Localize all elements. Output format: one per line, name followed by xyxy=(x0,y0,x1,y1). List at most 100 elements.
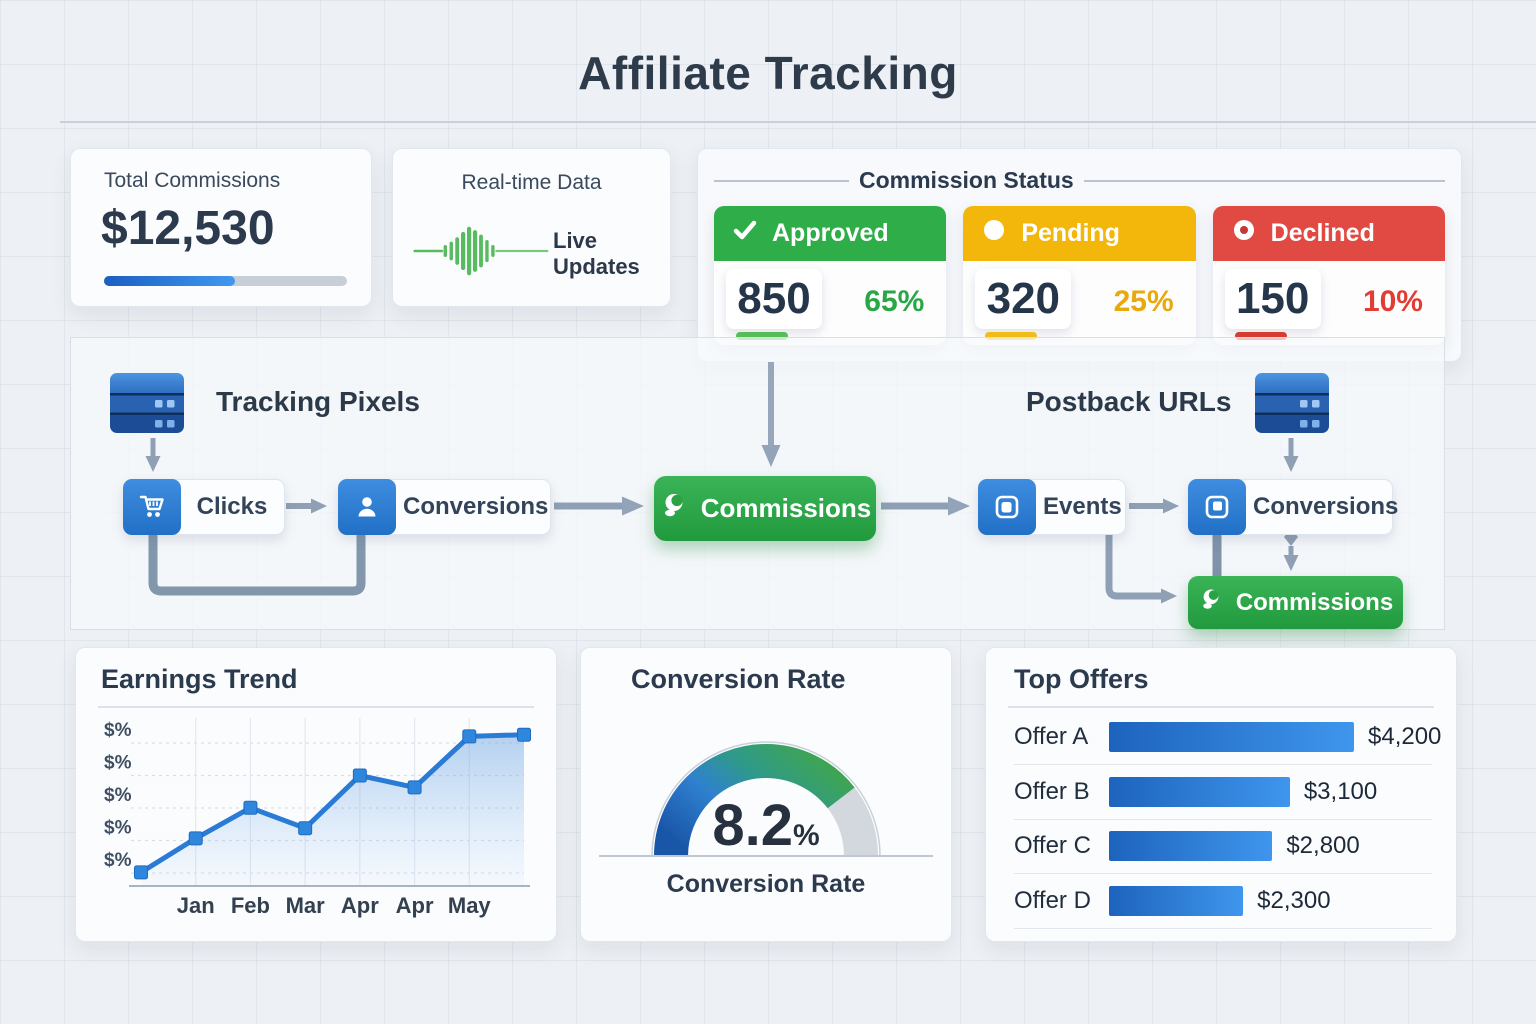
approved-count: 850 xyxy=(726,269,822,329)
conversions-label-right: Conversions xyxy=(1253,493,1399,520)
offer-value: $2,300 xyxy=(1257,887,1331,915)
offer-value: $3,100 xyxy=(1303,777,1378,805)
pending-card: Pending 320 25% xyxy=(963,206,1196,345)
image-icon xyxy=(1188,479,1246,535)
commission-status-title: Commission Status xyxy=(859,167,1074,193)
declined-count: 150 xyxy=(1224,269,1321,329)
divider xyxy=(1008,706,1434,708)
offer-label: Offer A xyxy=(1014,722,1089,750)
pending-underline xyxy=(985,332,1038,340)
conversions-node-left[interactable]: Conversions xyxy=(338,479,551,535)
progress-fill xyxy=(104,276,236,286)
conversion-gauge xyxy=(651,741,881,857)
gauge-baseline xyxy=(599,855,933,857)
data-point-marker xyxy=(134,865,148,880)
data-point-marker xyxy=(352,768,367,783)
conversions-node-right[interactable]: Conversions xyxy=(1188,479,1398,535)
pending-count: 320 xyxy=(975,269,1072,329)
cart-icon xyxy=(123,479,181,535)
user-icon xyxy=(338,479,396,535)
y-tick-label: $% xyxy=(104,720,132,741)
data-point-marker xyxy=(188,831,203,846)
clicks-node[interactable]: Clicks xyxy=(123,479,285,535)
x-tick-label: May xyxy=(448,893,492,918)
coins-icon xyxy=(659,490,689,527)
divider xyxy=(714,179,849,182)
live-updates-label: Live Updates xyxy=(553,227,640,279)
offer-value: $2,800 xyxy=(1286,832,1360,860)
x-tick-label: Jan xyxy=(177,893,215,918)
gauge-value-number: 8.2 xyxy=(712,793,793,858)
data-point-marker xyxy=(407,780,422,795)
tracking-flow-panel: Tracking Pixels Postback URLs Clicks Con… xyxy=(70,337,1445,630)
header-divider xyxy=(60,121,1536,123)
server-stack-icon xyxy=(1253,371,1331,440)
x-tick-label: Apr xyxy=(341,893,379,918)
y-tick-label: $% xyxy=(104,753,132,774)
postback-urls-title: Postback URLs xyxy=(1026,386,1232,417)
offer-label: Offer C xyxy=(1014,832,1091,860)
approved-underline xyxy=(736,332,788,340)
top-offers-card: Top Offers Offer A $4,200 Offer B $3,100 Off… xyxy=(985,647,1457,942)
x-tick-label: Apr xyxy=(396,893,434,918)
dot-circle-icon xyxy=(1231,217,1257,250)
realtime-card: Real-time Data Live Updates xyxy=(392,148,671,307)
declined-underline xyxy=(1234,332,1287,340)
gauge-caption: Conversion Rate xyxy=(666,870,866,898)
data-point-marker xyxy=(462,729,477,744)
earnings-line-chart: $% $% $% $% $% Jan Feb Mar Apr Apr May xyxy=(104,718,531,918)
y-tick-label: $% xyxy=(104,785,132,806)
tracking-pixels-title: Tracking Pixels xyxy=(216,386,420,417)
declined-percent: 10% xyxy=(1362,285,1423,318)
declined-label: Declined xyxy=(1270,219,1375,247)
card-icon xyxy=(978,479,1036,535)
offer-row: Offer A $4,200 xyxy=(1014,710,1441,765)
data-point-marker xyxy=(298,821,313,836)
earnings-trend-title: Earnings Trend xyxy=(101,664,298,694)
offer-row: Offer D $2,300 xyxy=(1014,874,1432,929)
conversions-label-left: Conversions xyxy=(403,493,549,520)
x-tick-label: Mar xyxy=(286,893,326,918)
pending-percent: 25% xyxy=(1113,285,1174,318)
approved-label: Approved xyxy=(772,219,889,247)
conversion-rate-card: Conversion Rate 8.2% Conversion Rate xyxy=(580,647,952,942)
y-tick-label: $% xyxy=(104,850,132,871)
y-tick-label: $% xyxy=(104,818,132,839)
gauge-value-unit: % xyxy=(792,819,820,852)
conversion-rate-title: Conversion Rate xyxy=(631,664,846,694)
commissions-node-center[interactable]: Commissions xyxy=(654,476,876,541)
declined-card: Declined 150 10% xyxy=(1212,206,1445,345)
divider xyxy=(98,706,534,708)
offer-label: Offer B xyxy=(1014,777,1090,805)
commissions-label-right: Commissions xyxy=(1235,588,1394,616)
gauge-value: 8.2% xyxy=(581,792,951,859)
realtime-label: Real-time Data xyxy=(461,171,602,194)
commissions-label-center: Commissions xyxy=(700,493,872,523)
earnings-trend-card: Earnings Trend $% $% $% $% $% Jan Feb Mar Apr Apr… xyxy=(75,647,557,942)
offer-label: Offer D xyxy=(1014,887,1091,915)
circle-icon xyxy=(981,217,1007,250)
approved-card: Approved 850 65% xyxy=(714,206,947,345)
server-stack-icon xyxy=(108,371,186,440)
events-label: Events xyxy=(1043,493,1122,520)
top-offers-title: Top Offers xyxy=(1014,664,1149,694)
x-tick-label: Feb xyxy=(231,893,270,918)
offer-bar xyxy=(1109,886,1244,917)
offer-bar xyxy=(1109,776,1290,807)
total-commissions-value: $12,530 xyxy=(101,202,275,255)
coins-icon xyxy=(1198,586,1224,619)
check-icon xyxy=(732,217,758,250)
total-commissions-card: Total Commissions $12,530 xyxy=(70,148,372,307)
commission-status-panel: Commission Status Approved 850 65% Pendi… xyxy=(697,148,1462,362)
clicks-label: Clicks xyxy=(196,493,268,520)
commissions-node-right[interactable]: Commissions xyxy=(1188,576,1403,629)
offer-value: $4,200 xyxy=(1368,722,1442,750)
waveform-icon xyxy=(413,221,549,286)
approved-percent: 65% xyxy=(864,285,925,318)
offer-row: Offer B $3,100 xyxy=(1014,765,1432,820)
events-node[interactable]: Events xyxy=(978,479,1126,535)
offer-bar xyxy=(1109,831,1273,862)
data-point-marker xyxy=(243,800,258,815)
progress-bar xyxy=(104,276,347,286)
pending-label: Pending xyxy=(1021,219,1120,247)
